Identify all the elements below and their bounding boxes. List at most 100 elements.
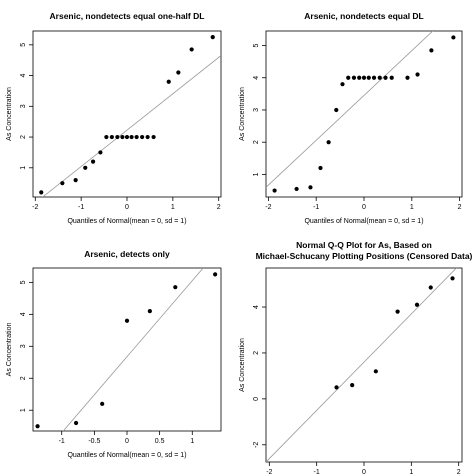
y-tick-label: 5	[253, 43, 260, 47]
data-point	[450, 276, 455, 281]
data-point	[213, 272, 218, 277]
data-point	[389, 75, 394, 80]
data-point	[124, 134, 130, 140]
panel-title: Arsenic, nondetects equal DL	[304, 11, 424, 21]
data-point	[73, 420, 79, 426]
data-point	[351, 75, 357, 80]
y-tick-label: 1	[253, 172, 260, 176]
x-tick-label: 2	[217, 204, 221, 211]
data-point	[357, 75, 362, 80]
data-point	[109, 134, 114, 140]
y-tick-label: 4	[20, 312, 27, 316]
y-axis-label: As Concentration	[6, 87, 13, 141]
y-tick-label: 2	[20, 135, 27, 139]
y-axis-label: As Concentration	[6, 323, 13, 377]
data-point	[334, 385, 339, 390]
data-point	[90, 159, 96, 164]
x-tick-label: -2	[32, 204, 38, 211]
data-point	[166, 79, 171, 84]
data-point	[115, 134, 120, 140]
x-tick-label: 0	[362, 469, 366, 474]
reference-line	[62, 268, 204, 431]
data-point	[173, 285, 178, 290]
panel-title: Michael-Schucany Plotting Positions (Cen…	[256, 251, 473, 261]
data-point	[124, 318, 130, 323]
data-point	[147, 309, 152, 314]
panel-title: Arsenic, nondetects equal one-half DL	[50, 11, 205, 21]
panel-1: -2 -1 0 1 2 1 2 3 4 5 Quantiles of Normal(mean = 0…	[6, 11, 222, 225]
data-point	[145, 134, 150, 140]
data-point	[361, 75, 367, 80]
x-tick-label: 2	[457, 469, 461, 474]
x-axis-label: Quantiles of Normal(mean = 0, sd = 1)	[67, 452, 186, 459]
x-tick-label: 0	[362, 204, 366, 211]
x-tick-label: 0.5	[155, 438, 165, 445]
data-point	[395, 309, 400, 314]
y-tick-label: 2	[253, 140, 260, 144]
data-point	[151, 134, 156, 140]
data-point	[100, 401, 105, 406]
data-point	[73, 177, 78, 183]
x-tick-label: -1	[314, 469, 320, 474]
x-tick-label: -2	[266, 469, 272, 474]
data-point	[210, 35, 215, 40]
x-tick-label: 0	[125, 438, 129, 445]
data-point	[140, 134, 145, 140]
y-tick-label: 2	[253, 351, 260, 355]
y-tick-label: 5	[20, 280, 27, 284]
data-point	[39, 190, 44, 195]
reference-line	[266, 31, 434, 188]
y-tick-label: -2	[253, 442, 260, 448]
data-point	[134, 134, 139, 140]
data-point	[373, 369, 378, 374]
data-point	[308, 185, 313, 190]
data-point	[104, 134, 109, 140]
data-point	[83, 165, 88, 170]
y-tick-label: 3	[253, 108, 260, 112]
data-point	[377, 75, 382, 80]
data-point	[35, 424, 40, 429]
reference-line	[266, 268, 457, 462]
y-tick-label: 4	[20, 74, 27, 78]
y-tick-label: 4	[253, 76, 260, 80]
y-tick-label: 1	[20, 166, 27, 170]
data-point	[334, 107, 339, 113]
data-point	[189, 47, 194, 52]
data-point	[272, 188, 277, 193]
x-tick-label: 2	[458, 204, 462, 211]
data-point	[415, 72, 420, 77]
plot-frame	[265, 267, 463, 463]
x-axis-label: Quantiles of Normal(mean = 0, sd = 1)	[304, 218, 423, 225]
x-tick-label: -1	[78, 204, 84, 211]
data-point	[294, 186, 299, 192]
x-tick-label: 1	[410, 204, 414, 211]
x-tick-label: 1	[190, 438, 194, 445]
x-tick-label: -2	[265, 204, 271, 211]
y-axis-label: As Concentration	[239, 87, 246, 141]
x-tick-label: 0	[125, 204, 129, 211]
data-point	[414, 302, 420, 307]
panel-title: Arsenic, detects only	[84, 249, 170, 259]
data-point	[405, 75, 410, 80]
y-tick-label: 5	[20, 43, 27, 47]
y-tick-label: 3	[20, 344, 27, 348]
data-point	[326, 140, 331, 145]
x-tick-label: 1	[171, 204, 175, 211]
data-point	[129, 134, 134, 140]
data-point	[429, 48, 434, 53]
y-tick-label: 4	[253, 305, 260, 309]
data-point	[120, 134, 125, 140]
y-axis-label: As Concentration	[239, 338, 246, 392]
y-tick-label: 3	[20, 104, 27, 108]
plot-frame	[265, 30, 463, 198]
data-point	[98, 150, 103, 155]
data-point	[318, 165, 323, 171]
data-point	[451, 35, 456, 40]
x-tick-label: -0.5	[88, 438, 100, 445]
data-point	[428, 285, 433, 290]
y-tick-label: 0	[253, 397, 260, 401]
data-point	[60, 181, 65, 186]
data-point	[366, 75, 371, 80]
